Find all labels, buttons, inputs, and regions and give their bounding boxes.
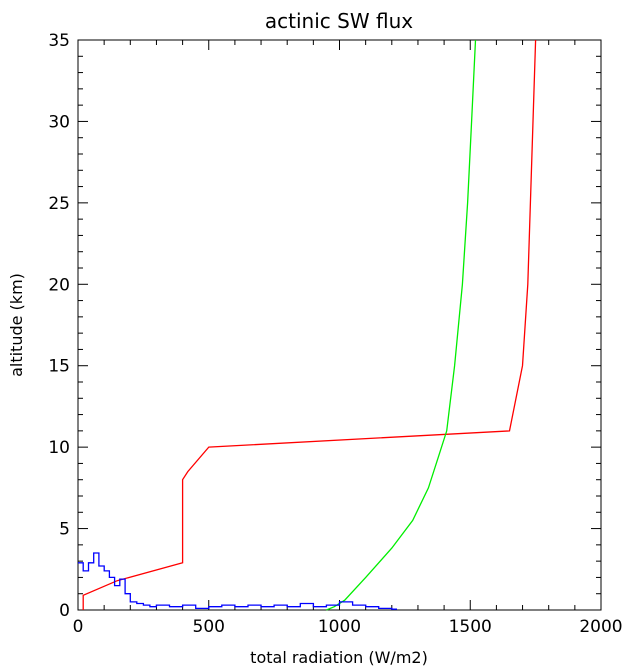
x-tick-label: 1500 xyxy=(449,617,492,637)
x-tick-label: 1000 xyxy=(318,617,361,637)
y-tick-label: 10 xyxy=(48,438,70,458)
y-tick-label: 30 xyxy=(48,112,70,132)
plot-frame xyxy=(77,39,602,611)
series-line-2 xyxy=(78,552,397,610)
series-line-0 xyxy=(82,39,537,610)
y-axis-title: altitude (km) xyxy=(7,273,26,377)
x-tick-label: 0 xyxy=(73,617,84,637)
y-tick-label: 5 xyxy=(59,520,70,540)
series-line-1 xyxy=(326,39,477,611)
y-tick-label: 20 xyxy=(48,275,70,295)
x-tick-label: 2000 xyxy=(579,617,622,637)
y-tick-label: 0 xyxy=(59,601,70,621)
series-layer xyxy=(78,39,537,611)
y-tick-label: 25 xyxy=(48,194,70,214)
x-tick-label: 500 xyxy=(193,617,225,637)
y-tick-label: 15 xyxy=(48,357,70,377)
chart-title: actinic SW flux xyxy=(265,9,413,33)
axis-ticks xyxy=(77,39,602,611)
tick-labels: 0 500 1000 1500 2000 0 5 10 15 20 25 30 35 xyxy=(48,31,622,637)
x-axis-title: total radiation (W/m2) xyxy=(250,648,428,667)
y-tick-label: 35 xyxy=(48,31,70,51)
